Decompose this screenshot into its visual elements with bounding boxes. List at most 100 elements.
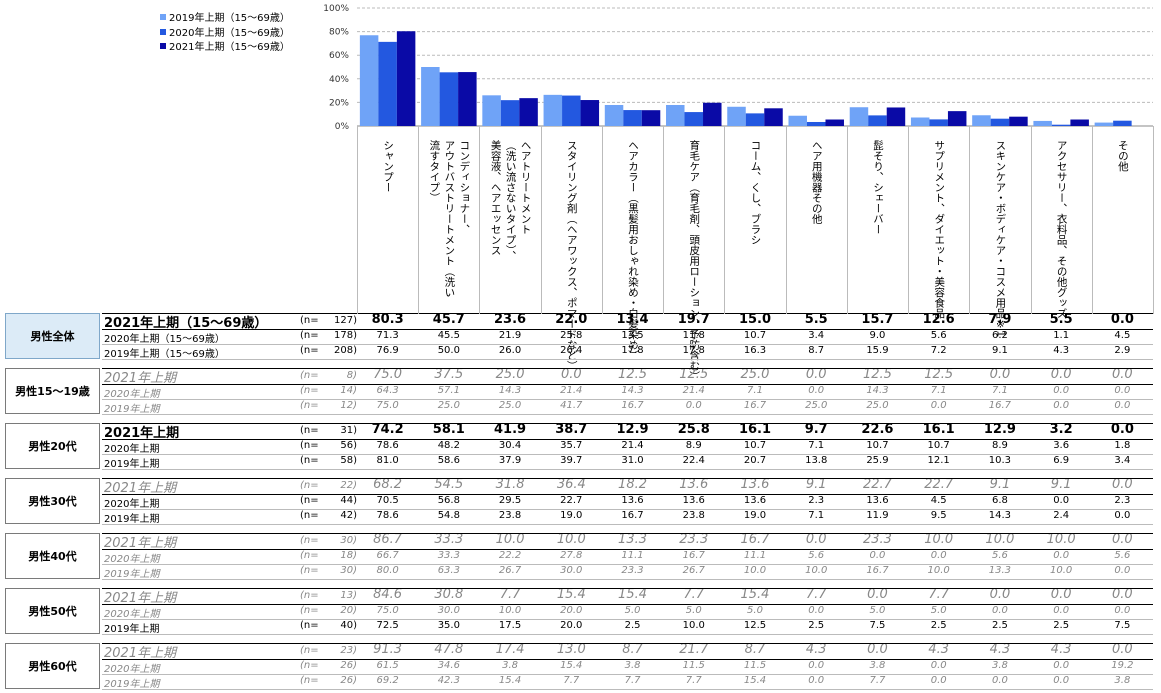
table-cell: 25.8	[677, 422, 710, 437]
table-cell: 0.0	[867, 642, 888, 657]
table-cell: 10.0	[924, 532, 954, 547]
table-cell: 16.3	[743, 345, 767, 356]
table-cell: 12.5	[743, 620, 767, 631]
table-cell: 10.0	[927, 565, 950, 576]
table-cell: 81.0	[376, 455, 399, 466]
bar	[684, 112, 704, 126]
column-divider	[663, 126, 665, 314]
table-cell: 0.0	[1112, 642, 1133, 657]
table-cell: 15.7	[861, 312, 894, 327]
bar	[825, 119, 844, 126]
y-tick-label: 100%	[323, 4, 349, 14]
table-cell: 12.1	[927, 455, 950, 466]
row-label: 2021年上期	[104, 591, 177, 606]
row-n-value: 31)	[340, 425, 357, 436]
legend-swatch-2021	[160, 43, 166, 49]
table-cell: 2.3	[808, 495, 825, 506]
row-divider	[102, 469, 1153, 470]
row-label: 2020年上期	[104, 664, 160, 675]
row-divider	[102, 604, 1153, 605]
table-cell: 16.7	[621, 510, 644, 521]
table-cell: 16.7	[988, 400, 1012, 411]
row-n-value: 8)	[346, 370, 357, 381]
row-divider	[102, 549, 1153, 550]
row-divider	[102, 524, 1153, 525]
table-cell: 23.3	[679, 532, 709, 547]
row-label: 2020年上期	[104, 499, 160, 510]
table-cell: 58.6	[437, 455, 460, 466]
table-cell: 7.9	[988, 312, 1012, 327]
table-cell: 17.8	[682, 345, 705, 356]
table-cell: 0.0	[808, 605, 825, 616]
table-cell: 45.5	[437, 330, 460, 341]
table-cell: 7.1	[808, 510, 825, 521]
column-divider	[601, 126, 603, 314]
table-cell: 10.0	[556, 532, 586, 547]
table-cell: 22.4	[682, 455, 705, 466]
row-divider	[102, 619, 1153, 620]
table-cell: 68.2	[373, 477, 403, 492]
table-cell: 0.0	[1050, 367, 1072, 382]
table-cell: 76.9	[376, 345, 399, 356]
table-cell: 36.4	[556, 477, 586, 492]
table-cell: 8.7	[744, 642, 766, 657]
table-cell: 10.7	[743, 330, 767, 341]
row-n-value: 12)	[340, 400, 357, 411]
bar	[1033, 120, 1052, 126]
table-cell: 2.5	[930, 620, 947, 631]
row-n: (n= 26)	[300, 660, 357, 671]
legend-label-2020: 2020年上期（15～69歳）	[169, 27, 290, 39]
table-cell: 10.7	[866, 440, 889, 451]
table-cell: 2.9	[1114, 345, 1131, 356]
legend-swatch-2020	[160, 28, 166, 35]
bar	[641, 110, 661, 126]
table-cell: 3.8	[502, 660, 519, 671]
table-cell: 4.3	[805, 642, 827, 657]
row-divider	[102, 674, 1153, 675]
table-cell: 13.4	[616, 312, 649, 327]
table-cell: 2.5	[808, 620, 825, 631]
row-n-value: 30)	[340, 565, 357, 576]
table-cell: 9.0	[869, 330, 886, 341]
table-cell: 9.1	[989, 477, 1011, 492]
y-tick-label: 40%	[329, 75, 349, 85]
table-cell: 26.4	[560, 345, 583, 356]
group-label: 男性全体	[5, 313, 100, 359]
bar	[947, 111, 967, 126]
bar	[788, 115, 807, 126]
table-cell: 10.0	[498, 605, 522, 616]
table-cell: 74.2	[371, 422, 404, 437]
row-label: 2019年上期	[104, 514, 160, 525]
bar	[482, 95, 501, 126]
table-cell: 0.0	[560, 367, 582, 382]
table-cell: 5.5	[1049, 312, 1073, 327]
table-cell: 15.9	[866, 345, 889, 356]
table-cell: 7.2	[930, 345, 947, 356]
bar	[1113, 120, 1132, 126]
table-cell: 11.8	[682, 330, 705, 341]
table-cell: 7.7	[685, 675, 702, 686]
bar	[929, 119, 948, 126]
column-divider	[1091, 126, 1093, 314]
table-cell: 3.4	[808, 330, 825, 341]
row-divider	[102, 384, 1153, 385]
bar	[764, 108, 783, 126]
row-label: 2020年上期（15～69歳）	[104, 334, 225, 345]
row-n: (n= 30)	[300, 565, 357, 576]
column-divider	[846, 126, 848, 314]
table-cell: 64.3	[376, 385, 399, 396]
table-cell: 0.0	[869, 550, 886, 561]
row-label: 2021年上期	[104, 426, 180, 441]
row-n: (n= 42)	[300, 510, 357, 521]
table-cell: 14.3	[498, 385, 522, 396]
table-cell: 8.9	[991, 440, 1008, 451]
table-cell: 0.0	[1112, 477, 1133, 492]
table-cell: 0.0	[989, 367, 1011, 382]
table-cell: 72.5	[376, 620, 399, 631]
group-label: 男性40代	[5, 533, 100, 579]
table-cell: 5.6	[808, 550, 825, 561]
row-n: (n= 56)	[300, 440, 357, 451]
category-label: その他	[1116, 140, 1129, 172]
table-cell: 11.1	[621, 550, 644, 561]
table-cell: 30.0	[560, 565, 583, 576]
